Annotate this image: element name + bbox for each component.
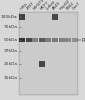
Text: K562: K562 xyxy=(65,1,75,11)
Bar xyxy=(52,38,58,42)
Bar xyxy=(65,38,71,42)
Bar xyxy=(32,38,38,42)
Text: NIH3T3: NIH3T3 xyxy=(32,0,45,11)
Bar xyxy=(19,12,78,95)
Text: 15kDa: 15kDa xyxy=(3,76,17,80)
Text: 25kDa: 25kDa xyxy=(3,62,17,66)
Text: HepG2: HepG2 xyxy=(59,0,71,11)
Bar xyxy=(19,38,25,42)
Bar xyxy=(52,14,58,20)
Bar xyxy=(59,38,65,42)
Text: Hela: Hela xyxy=(19,2,28,11)
Text: 37kDa: 37kDa xyxy=(4,49,17,53)
Text: 100kDa: 100kDa xyxy=(1,15,17,19)
Text: 293T: 293T xyxy=(26,1,36,11)
Text: Cos7: Cos7 xyxy=(72,1,82,11)
Bar xyxy=(72,38,78,42)
Text: 75kDa: 75kDa xyxy=(3,25,17,29)
Bar xyxy=(20,13,77,94)
Bar xyxy=(26,38,32,42)
Text: Jurkat: Jurkat xyxy=(46,0,56,11)
Bar xyxy=(39,61,45,67)
Bar xyxy=(39,38,45,42)
Text: 50kDa: 50kDa xyxy=(3,38,17,42)
Bar xyxy=(19,14,25,20)
Bar xyxy=(45,38,51,42)
Text: POU6F1: POU6F1 xyxy=(82,38,85,42)
Text: A549: A549 xyxy=(52,1,62,11)
Text: MCF7: MCF7 xyxy=(39,0,50,11)
